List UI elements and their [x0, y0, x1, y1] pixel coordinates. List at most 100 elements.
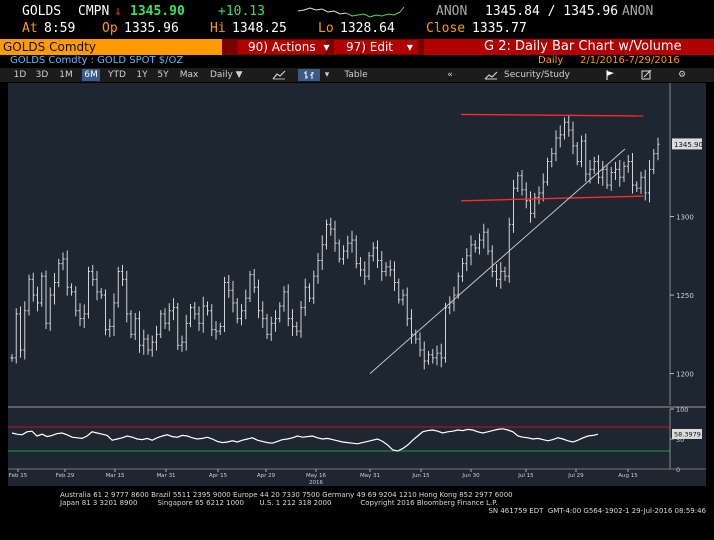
- ohlc-bar: [545, 157, 550, 186]
- ohlc-bar: [329, 217, 333, 236]
- settings-gear-icon[interactable]: ⚙: [677, 70, 687, 80]
- ohlc-bar: [40, 272, 44, 307]
- ohlc-bar: [418, 332, 422, 357]
- chart-area[interactable]: 1200 1250 1300 1345.90 0 50 100 58.3979 Feb 15…: [8, 83, 706, 486]
- security-description-line: GOLDS Comdty : GOLD SPOT $/OZ Daily 2/1/…: [0, 55, 714, 67]
- ohlc-bar: [443, 302, 448, 363]
- trendline-support: [460, 195, 644, 202]
- ohlc-bar: [324, 219, 329, 250]
- ohlc-bar: [613, 161, 618, 181]
- ohlc-bar: [252, 268, 256, 293]
- period-label: Daily: [538, 55, 564, 66]
- price-tick-label: 1300: [676, 214, 694, 222]
- caret-down-icon: ▼: [235, 70, 243, 80]
- scroll-left-icon[interactable]: «: [447, 70, 453, 80]
- rsi-tick-label: 0: [676, 466, 680, 474]
- ohlc-bar: [337, 239, 341, 263]
- close-value: 1335.77: [472, 21, 527, 36]
- date-axis: Feb 15 Feb 29 Mar 15 Mar 31 Apr 15 Apr 29 May …: [8, 468, 706, 486]
- ohlc-bar: [401, 289, 405, 306]
- ohlc-bar: [312, 270, 316, 304]
- range-5y-button[interactable]: 5Y: [157, 70, 169, 80]
- ohlc-line: At 8:59 Op 1335.96 Hi 1348.25 Lo 1328.64…: [0, 21, 714, 37]
- ohlc-bar: [592, 156, 596, 175]
- range-max-button[interactable]: Max: [179, 70, 199, 80]
- date-tick-label: Feb 29: [56, 473, 75, 479]
- ohlc-bar: [473, 240, 477, 253]
- ohlc-bar: [10, 354, 14, 362]
- ohlc-bar: [273, 310, 278, 332]
- range-1d-button[interactable]: 1D: [13, 70, 27, 80]
- ohlc-bar: [367, 252, 371, 280]
- ohlc-bar: [533, 192, 537, 219]
- date-range[interactable]: 2/1/2016-7/29/2016: [580, 55, 680, 66]
- chart-controls-bar: 1D 3D 1M 6M YTD 1Y 5Y Max Daily ▼ ▾ Tabl…: [0, 68, 714, 82]
- ohlc-bar: [48, 287, 52, 331]
- ohlc-bar: [307, 283, 312, 302]
- ohlc-bar: [346, 235, 350, 259]
- ohlc-bar: [448, 296, 452, 315]
- ohlc-bar: [469, 235, 473, 266]
- ohlc-bar: [65, 250, 69, 296]
- open-value: 1335.96: [124, 21, 179, 36]
- sparkline-icon: [297, 6, 405, 18]
- security-box[interactable]: GOLDS Comdty: [0, 39, 222, 55]
- study-icon[interactable]: [482, 69, 500, 81]
- ohlc-bar: [295, 321, 299, 336]
- security-study-button[interactable]: Security/Study: [504, 70, 570, 80]
- ohlc-bar: [167, 303, 171, 331]
- range-6m-button[interactable]: 6M: [82, 69, 100, 81]
- ohlc-bar: [265, 313, 269, 340]
- flag-icon[interactable]: [602, 69, 618, 81]
- ohlc-bar: [69, 283, 74, 296]
- ohlc-bar: [609, 166, 613, 191]
- ohlc-bar: [99, 288, 103, 299]
- ohlc-bar: [125, 270, 129, 323]
- ohlc-bar: [18, 306, 23, 358]
- ticker: GOLDS: [22, 4, 62, 19]
- edit-menu-button[interactable]: 97) Edit ▾: [334, 40, 418, 54]
- bar-chart-icon[interactable]: [298, 69, 320, 81]
- annotate-icon[interactable]: [638, 69, 654, 81]
- ohlc-bar: [31, 272, 35, 302]
- frequency-dropdown[interactable]: Daily ▼: [210, 69, 260, 81]
- table-button[interactable]: Table: [344, 70, 368, 80]
- ohlc-bar: [630, 153, 635, 194]
- date-tick-label: Jul 29: [567, 473, 584, 479]
- rsi-panel[interactable]: 0 50 100 58.3979: [8, 406, 702, 474]
- ohlc-bar: [358, 257, 363, 277]
- range-1m-button[interactable]: 1M: [59, 70, 73, 80]
- ohlc-bar: [52, 273, 57, 305]
- range-3d-button[interactable]: 3D: [35, 70, 49, 80]
- ohlc-bar: [384, 262, 388, 277]
- ohlc-bar: [95, 270, 99, 301]
- range-ytd-button[interactable]: YTD: [108, 70, 126, 80]
- date-tick-label: Mar 31: [156, 473, 175, 479]
- frequency-label: Daily: [210, 70, 233, 80]
- ohlc-bar: [375, 240, 380, 269]
- range-1y-button[interactable]: 1Y: [136, 70, 148, 80]
- ohlc-bar: [652, 148, 656, 175]
- ohlc-bar: [171, 298, 176, 321]
- price-source-2: ANON: [622, 4, 654, 19]
- price-source: ANON: [436, 4, 468, 19]
- ohlc-bar: [163, 308, 167, 329]
- date-tick-label: Jul 15: [517, 473, 534, 479]
- ohlc-bar: [426, 350, 431, 365]
- ohlc-bar: [490, 245, 494, 278]
- chart-type-caret-icon[interactable]: ▾: [324, 70, 330, 80]
- ohlc-bar: [150, 335, 154, 357]
- line-chart-icon[interactable]: [270, 69, 288, 81]
- date-tick-label: Jun 30: [461, 473, 480, 479]
- ohlc-bar: [435, 345, 439, 366]
- ohlc-bar: [605, 165, 609, 189]
- ohlc-bar: [520, 170, 524, 196]
- high-value: 1348.25: [232, 21, 287, 36]
- footer-line-1: Australia 61 2 9777 8600 Brazil 5511 239…: [60, 491, 513, 499]
- ohlc-bar: [601, 160, 605, 186]
- date-tick-label: May 31: [360, 473, 380, 479]
- date-tick-label: Apr 15: [209, 473, 228, 479]
- caret-down-icon: ▾: [323, 40, 330, 54]
- actions-menu-button[interactable]: 90) Actions ▾: [238, 40, 330, 54]
- price-panel[interactable]: 1200 1250 1300 1345.90: [8, 83, 706, 408]
